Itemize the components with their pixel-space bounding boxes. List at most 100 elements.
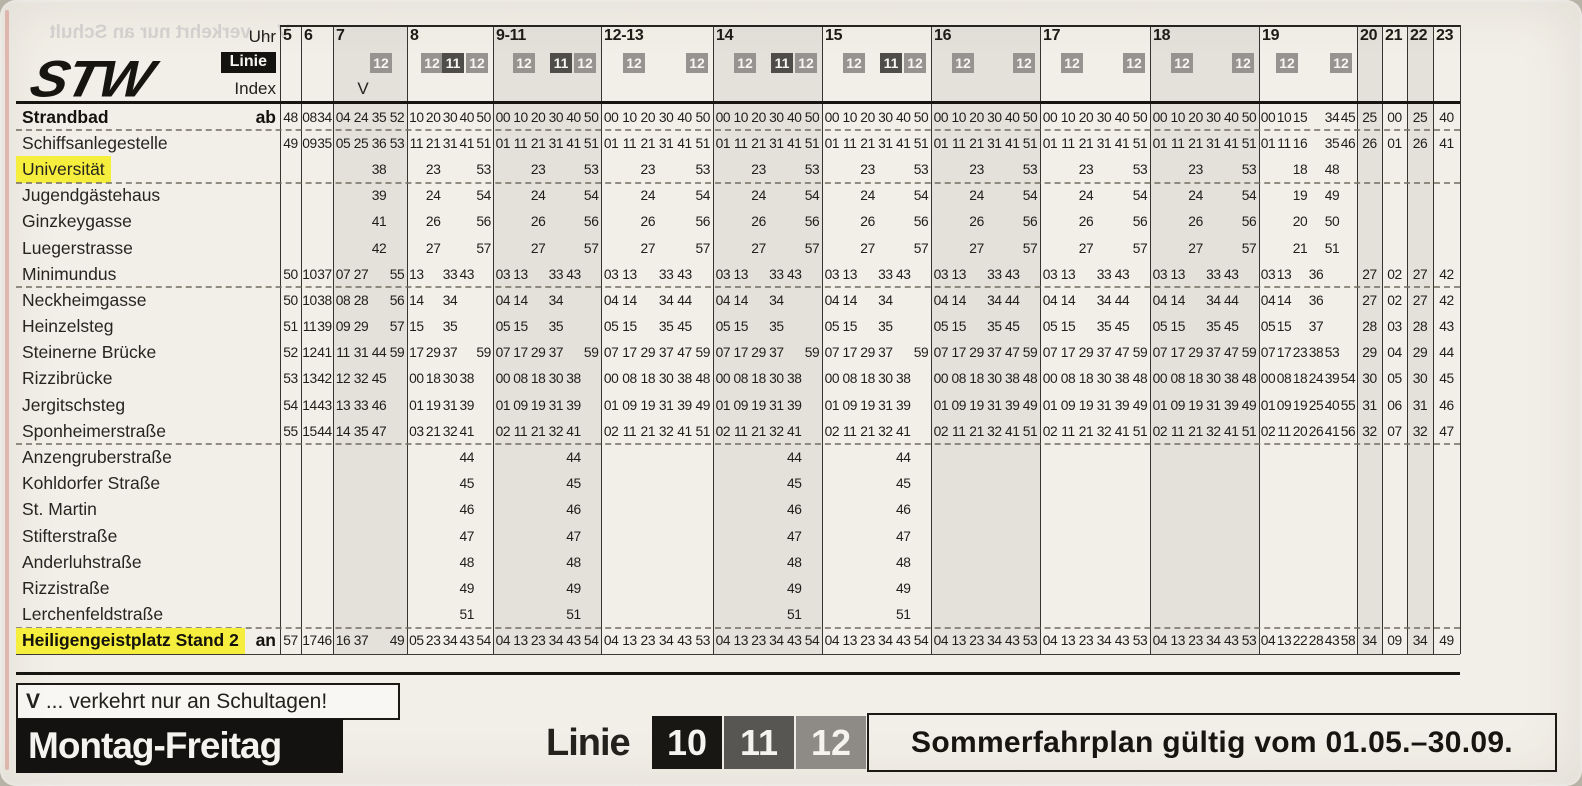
time-cell: 15 44 [302, 418, 332, 444]
time-value: 24 [751, 188, 766, 204]
time-cell [1260, 575, 1356, 601]
time-value: 51 [1132, 423, 1148, 439]
time-value: 23 [530, 633, 546, 649]
time-value: 30 [1362, 371, 1377, 387]
time-cell: 12 32 45 [334, 366, 406, 392]
time-cell [334, 444, 406, 470]
time-cell [302, 183, 332, 209]
time-cell: 04 13 23 34 43 54 [823, 628, 930, 654]
time-value: 03 [1387, 319, 1402, 335]
time-value: 30 [442, 109, 458, 125]
time-value: 02 [495, 423, 511, 439]
time-value: 32 [442, 423, 458, 439]
station-label: Luegerstrasse [22, 237, 133, 258]
time-value: 40 [1439, 109, 1454, 125]
time-value: 25 [1362, 109, 1377, 125]
time-value: 17 [302, 633, 317, 649]
time-cell [1260, 444, 1356, 470]
time-value: 14 [1060, 292, 1076, 308]
time-value: 44 [1223, 292, 1239, 308]
time-cell [281, 209, 300, 235]
time-value: 32 [658, 423, 674, 439]
time-value: 47 [786, 528, 802, 544]
time-value: 48 [1132, 371, 1148, 387]
time-value: 50 [283, 292, 298, 308]
time-cell: 02 11 21 32 41 51 [1041, 418, 1149, 444]
time-cell: 54 [281, 392, 300, 418]
time-value: 11 [733, 423, 748, 439]
line-12-badge: 12 [1276, 53, 1298, 73]
time-cell [1260, 471, 1356, 497]
time-cell: 05 15 35 [714, 314, 821, 340]
time-cell: 03 13 33 43 [602, 261, 712, 287]
time-value: 20 [860, 109, 875, 125]
time-cell [1151, 497, 1258, 523]
time-cell: 00 10 20 30 40 50 [1041, 104, 1149, 130]
time-value: 50 [1324, 214, 1340, 230]
time-value: 10 [622, 109, 637, 125]
station-label: Anzengruberstraße [22, 447, 172, 468]
time-cell: 00 10 20 30 40 50 [1151, 104, 1258, 130]
time-value: 11 [513, 423, 528, 439]
time-value: 15 [1060, 319, 1076, 335]
time-value: 25 [1308, 397, 1324, 413]
index-mark-v: V [357, 79, 369, 98]
time-cell [302, 444, 332, 470]
time-value: 48 [1022, 371, 1038, 387]
time-value: 43 [459, 633, 475, 649]
time-value: 01 [1042, 397, 1058, 413]
time-cell: 14 34 [408, 287, 492, 313]
time-cell: 46 [408, 497, 492, 523]
time-value: 31 [1362, 397, 1377, 413]
time-value: 43 [1223, 633, 1239, 649]
time-cell: 51 [494, 602, 600, 628]
time-cell [302, 549, 332, 575]
time-cell: 52 [281, 340, 300, 366]
time-value: 20 [751, 109, 766, 125]
time-cell: 28 [1408, 314, 1432, 340]
time-cell: 30 [1358, 366, 1381, 392]
time-value: 31 [878, 135, 893, 151]
time-value: 14 [622, 292, 637, 308]
time-value: 17 [842, 345, 858, 361]
time-cell [1260, 497, 1356, 523]
time-value: 56 [913, 214, 929, 230]
time-value: 37 [317, 266, 332, 282]
hour-label: 5 [283, 27, 292, 44]
time-cell: 48 [714, 549, 821, 575]
time-value: 48 [1241, 371, 1257, 387]
time-value: 30 [878, 371, 893, 387]
time-value: 39 [1223, 397, 1239, 413]
time-value: 00 [715, 109, 731, 125]
time-value: 15 [1292, 109, 1308, 125]
time-value: 11 [1277, 423, 1291, 439]
time-value: 01 [715, 135, 731, 151]
line-badge-10: 10 [652, 716, 722, 769]
time-cell: 01 [1383, 130, 1406, 156]
time-value: 35 [317, 135, 332, 151]
time-value: 38 [459, 371, 475, 387]
time-value: 04 [495, 292, 511, 308]
time-value: 35 [442, 319, 458, 335]
time-cell: 11 31 44 59 [334, 340, 406, 366]
time-cell: 07 17 29 37 59 [714, 340, 821, 366]
time-value: 43 [459, 266, 475, 282]
time-cell [1408, 523, 1432, 549]
time-cell: 00 08 18 24 39 54 [1260, 366, 1356, 392]
line-11-badge: 11 [771, 53, 793, 73]
time-value: 18 [1078, 371, 1094, 387]
time-value: 17 [1276, 345, 1292, 361]
time-value: 31 [548, 397, 564, 413]
time-value: 54 [913, 188, 929, 204]
time-value: 57 [389, 319, 405, 335]
time-value: 15 [513, 319, 528, 335]
linie-badges-left: 12 [623, 53, 645, 73]
time-value: 38 [1114, 371, 1130, 387]
time-cell: 17 46 [302, 628, 332, 654]
station-row: Rizzistraße 49 49 49 49 [0, 575, 1582, 601]
time-cell [1358, 235, 1381, 261]
station-row: Jergitschsteg 54 14 43 13 33 46 01 19 31 39 01 09 19 3… [0, 392, 1582, 418]
time-cell: 34 [1358, 628, 1381, 654]
time-value: 41 [1114, 423, 1130, 439]
station-label: Stifterstraße [22, 525, 118, 546]
